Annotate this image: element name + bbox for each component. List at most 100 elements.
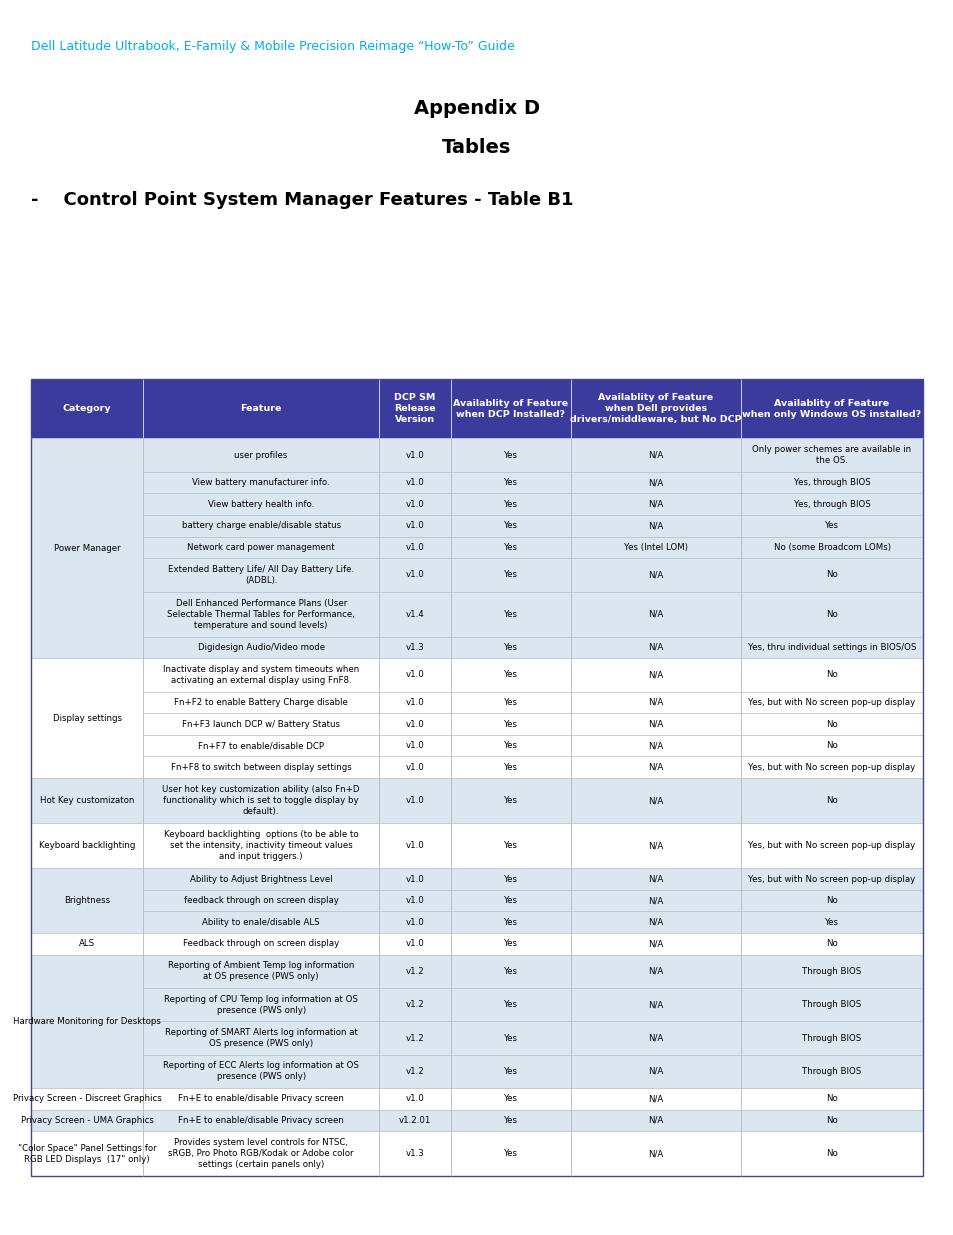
Bar (143, 592, 379, 637)
Bar (31, 658, 143, 778)
Bar (450, 658, 571, 692)
Text: Yes, thru individual settings in BIOS/OS: Yes, thru individual settings in BIOS/OS (747, 643, 915, 652)
Bar (571, 868, 740, 890)
Text: Ability to Adjust Brightness Level: Ability to Adjust Brightness Level (190, 874, 333, 883)
Text: Yes, but with No screen pop-up display: Yes, but with No screen pop-up display (748, 763, 915, 772)
Text: DCP SM
Release
Version: DCP SM Release Version (394, 393, 436, 425)
Text: Reporting of Ambient Temp log information
at OS presence (PWS only): Reporting of Ambient Temp log informatio… (168, 961, 354, 982)
Bar (571, 1110, 740, 1131)
Text: Appendix D: Appendix D (414, 99, 539, 117)
Bar (143, 472, 379, 494)
Bar (450, 1131, 571, 1177)
Text: N/A: N/A (648, 698, 662, 706)
Text: v1.0: v1.0 (405, 897, 424, 905)
Text: Dell Latitude Ultrabook, E-Family & Mobile Precision Reimage “How-To” Guide: Dell Latitude Ultrabook, E-Family & Mobi… (31, 40, 515, 53)
Bar (379, 756, 450, 778)
Bar (379, 934, 450, 955)
Bar (450, 714, 571, 735)
Bar (379, 911, 450, 934)
Text: v1.0: v1.0 (405, 720, 424, 729)
Bar (740, 1021, 923, 1055)
Text: N/A: N/A (648, 1116, 662, 1125)
Text: v1.2: v1.2 (405, 1000, 424, 1009)
Text: v1.2: v1.2 (405, 967, 424, 976)
Text: v1.0: v1.0 (405, 874, 424, 883)
Text: v1.0: v1.0 (405, 500, 424, 509)
Text: N/A: N/A (648, 1067, 662, 1076)
Bar (450, 692, 571, 714)
Text: Reporting of CPU Temp log information at OS
presence (PWS only): Reporting of CPU Temp log information at… (164, 994, 357, 1015)
Bar (571, 592, 740, 637)
Text: N/A: N/A (648, 741, 662, 750)
Text: N/A: N/A (648, 763, 662, 772)
Text: v1.0: v1.0 (405, 521, 424, 530)
Bar (571, 637, 740, 658)
Text: N/A: N/A (648, 671, 662, 679)
Text: Reporting of ECC Alerts log information at OS
presence (PWS only): Reporting of ECC Alerts log information … (163, 1061, 358, 1082)
Text: "Color Space" Panel Settings for
RGB LED Displays  (17" only): "Color Space" Panel Settings for RGB LED… (18, 1144, 156, 1163)
Bar (740, 1055, 923, 1088)
Bar (740, 515, 923, 536)
Bar (571, 778, 740, 824)
Bar (571, 988, 740, 1021)
Text: No: No (825, 720, 837, 729)
Text: N/A: N/A (648, 918, 662, 926)
Text: Yes: Yes (503, 1094, 517, 1103)
Bar (31, 955, 143, 1088)
Text: v1.0: v1.0 (405, 741, 424, 750)
Bar (571, 890, 740, 911)
Bar (450, 988, 571, 1021)
Bar (143, 1131, 379, 1177)
Text: v1.0: v1.0 (405, 841, 424, 850)
Text: v1.3: v1.3 (405, 643, 424, 652)
Text: v1.0: v1.0 (405, 543, 424, 552)
Text: Digidesign Audio/Video mode: Digidesign Audio/Video mode (197, 643, 324, 652)
Text: -    Control Point System Manager Features - Table B1: - Control Point System Manager Features … (31, 191, 574, 210)
Bar (143, 515, 379, 536)
Text: Yes: Yes (503, 521, 517, 530)
Text: Yes: Yes (503, 543, 517, 552)
Text: feedback through on screen display: feedback through on screen display (184, 897, 338, 905)
Text: Yes: Yes (503, 671, 517, 679)
Text: Availablity of Feature
when DCP Installed?: Availablity of Feature when DCP Installe… (453, 399, 568, 419)
Bar (571, 494, 740, 515)
Bar (740, 438, 923, 472)
Bar (379, 890, 450, 911)
Bar (450, 1110, 571, 1131)
Bar (740, 592, 923, 637)
Text: Yes: Yes (503, 698, 517, 706)
Text: Yes, through BIOS: Yes, through BIOS (793, 500, 869, 509)
Text: No: No (825, 1094, 837, 1103)
Bar (379, 1110, 450, 1131)
Bar (143, 438, 379, 472)
Bar (740, 778, 923, 824)
Text: Reporting of SMART Alerts log information at
OS presence (PWS only): Reporting of SMART Alerts log informatio… (165, 1028, 357, 1049)
Text: Yes: Yes (824, 918, 839, 926)
Bar (740, 955, 923, 988)
Bar (379, 955, 450, 988)
Bar (379, 658, 450, 692)
Text: Yes: Yes (503, 897, 517, 905)
Text: Yes: Yes (503, 478, 517, 487)
Bar (143, 911, 379, 934)
Bar (571, 692, 740, 714)
Text: Yes, through BIOS: Yes, through BIOS (793, 478, 869, 487)
Bar (31, 1110, 143, 1131)
Bar (450, 536, 571, 558)
Text: N/A: N/A (648, 1034, 662, 1042)
Bar (571, 934, 740, 955)
Text: Yes: Yes (503, 451, 517, 459)
Bar (450, 868, 571, 890)
Text: Ability to enale/disable ALS: Ability to enale/disable ALS (202, 918, 319, 926)
Text: Tables: Tables (442, 138, 511, 157)
Text: N/A: N/A (648, 571, 662, 579)
Text: Feedback through on screen display: Feedback through on screen display (183, 940, 339, 948)
Bar (571, 472, 740, 494)
Bar (143, 890, 379, 911)
Bar (379, 778, 450, 824)
Bar (740, 558, 923, 592)
Bar (740, 934, 923, 955)
Bar (740, 911, 923, 934)
Text: N/A: N/A (648, 967, 662, 976)
Bar (740, 536, 923, 558)
